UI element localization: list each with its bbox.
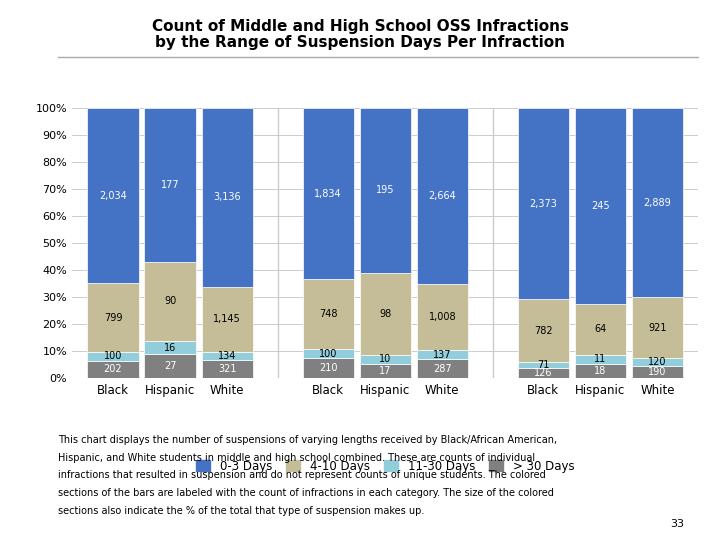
- Bar: [575, 363, 626, 378]
- Text: 195: 195: [376, 185, 395, 195]
- Bar: [87, 352, 138, 361]
- Text: sections also indicate the % of the total that type of suspension makes up.: sections also indicate the % of the tota…: [58, 506, 424, 516]
- Text: 18: 18: [594, 366, 606, 376]
- Legend: 0-3 Days, 4-10 Days, 11-30 Days, > 30 Days: 0-3 Days, 4-10 Days, 11-30 Days, > 30 Da…: [196, 460, 575, 472]
- Bar: [575, 355, 626, 363]
- Bar: [87, 108, 138, 283]
- Bar: [359, 273, 411, 355]
- Text: 64: 64: [594, 325, 606, 334]
- Text: 321: 321: [218, 364, 236, 374]
- Bar: [145, 341, 196, 354]
- Bar: [87, 361, 138, 378]
- Text: 100: 100: [319, 349, 337, 359]
- Text: 11: 11: [594, 354, 606, 364]
- Bar: [359, 108, 411, 273]
- Text: 287: 287: [433, 363, 451, 374]
- Text: 799: 799: [104, 313, 122, 322]
- Text: 17: 17: [379, 366, 392, 376]
- Bar: [518, 368, 569, 378]
- Text: 190: 190: [648, 367, 667, 377]
- Text: 33: 33: [670, 519, 684, 529]
- Bar: [417, 108, 468, 284]
- Text: 1,834: 1,834: [315, 188, 342, 199]
- Text: 2,373: 2,373: [529, 199, 557, 208]
- Bar: [518, 299, 569, 362]
- Bar: [145, 354, 196, 378]
- Bar: [302, 359, 354, 378]
- Text: 100: 100: [104, 352, 122, 361]
- Bar: [359, 363, 411, 378]
- Bar: [632, 298, 683, 357]
- Text: 177: 177: [161, 180, 179, 190]
- Text: 27: 27: [164, 361, 176, 371]
- Text: 10: 10: [379, 354, 392, 364]
- Text: 134: 134: [218, 351, 236, 361]
- Text: 126: 126: [534, 368, 552, 378]
- Text: Hispanic, and White students in middle and high school combined. These are count: Hispanic, and White students in middle a…: [58, 453, 535, 463]
- Text: 921: 921: [648, 322, 667, 333]
- Bar: [145, 108, 196, 262]
- Bar: [87, 283, 138, 352]
- Text: 748: 748: [319, 309, 338, 319]
- Bar: [302, 349, 354, 359]
- Bar: [202, 352, 253, 360]
- Text: This chart displays the number of suspensions of varying lengths received by Bla: This chart displays the number of suspen…: [58, 435, 557, 445]
- Bar: [359, 355, 411, 363]
- Bar: [417, 284, 468, 350]
- Text: by the Range of Suspension Days Per Infraction: by the Range of Suspension Days Per Infr…: [155, 35, 565, 50]
- Bar: [518, 362, 569, 368]
- Bar: [417, 359, 468, 378]
- Bar: [575, 108, 626, 303]
- Bar: [302, 279, 354, 349]
- Bar: [145, 262, 196, 341]
- Bar: [632, 357, 683, 366]
- Text: 90: 90: [164, 296, 176, 306]
- Bar: [632, 366, 683, 378]
- Bar: [518, 108, 569, 299]
- Text: 2,034: 2,034: [99, 191, 127, 200]
- Text: 98: 98: [379, 309, 392, 319]
- Text: sections of the bars are labeled with the count of infractions in each category.: sections of the bars are labeled with th…: [58, 488, 554, 498]
- Bar: [302, 108, 354, 279]
- Bar: [575, 303, 626, 355]
- Text: 16: 16: [164, 342, 176, 353]
- Text: 1,008: 1,008: [428, 312, 456, 322]
- Text: 1,145: 1,145: [213, 314, 241, 325]
- Text: 137: 137: [433, 349, 451, 360]
- Bar: [202, 108, 253, 287]
- Text: 2,664: 2,664: [428, 191, 456, 201]
- Text: infractions that resulted in suspension and do not represent counts of unique st: infractions that resulted in suspension …: [58, 470, 545, 481]
- Text: 120: 120: [648, 356, 667, 367]
- Text: 71: 71: [537, 360, 549, 370]
- Text: 2,889: 2,889: [644, 198, 671, 208]
- Text: 210: 210: [319, 363, 338, 373]
- Bar: [417, 350, 468, 359]
- Text: 202: 202: [104, 364, 122, 374]
- Text: 245: 245: [591, 201, 610, 211]
- Text: Count of Middle and High School OSS Infractions: Count of Middle and High School OSS Infr…: [151, 19, 569, 34]
- Bar: [202, 360, 253, 378]
- Text: 3,136: 3,136: [213, 192, 241, 202]
- Bar: [632, 108, 683, 298]
- Bar: [202, 287, 253, 352]
- Text: 782: 782: [534, 326, 552, 336]
